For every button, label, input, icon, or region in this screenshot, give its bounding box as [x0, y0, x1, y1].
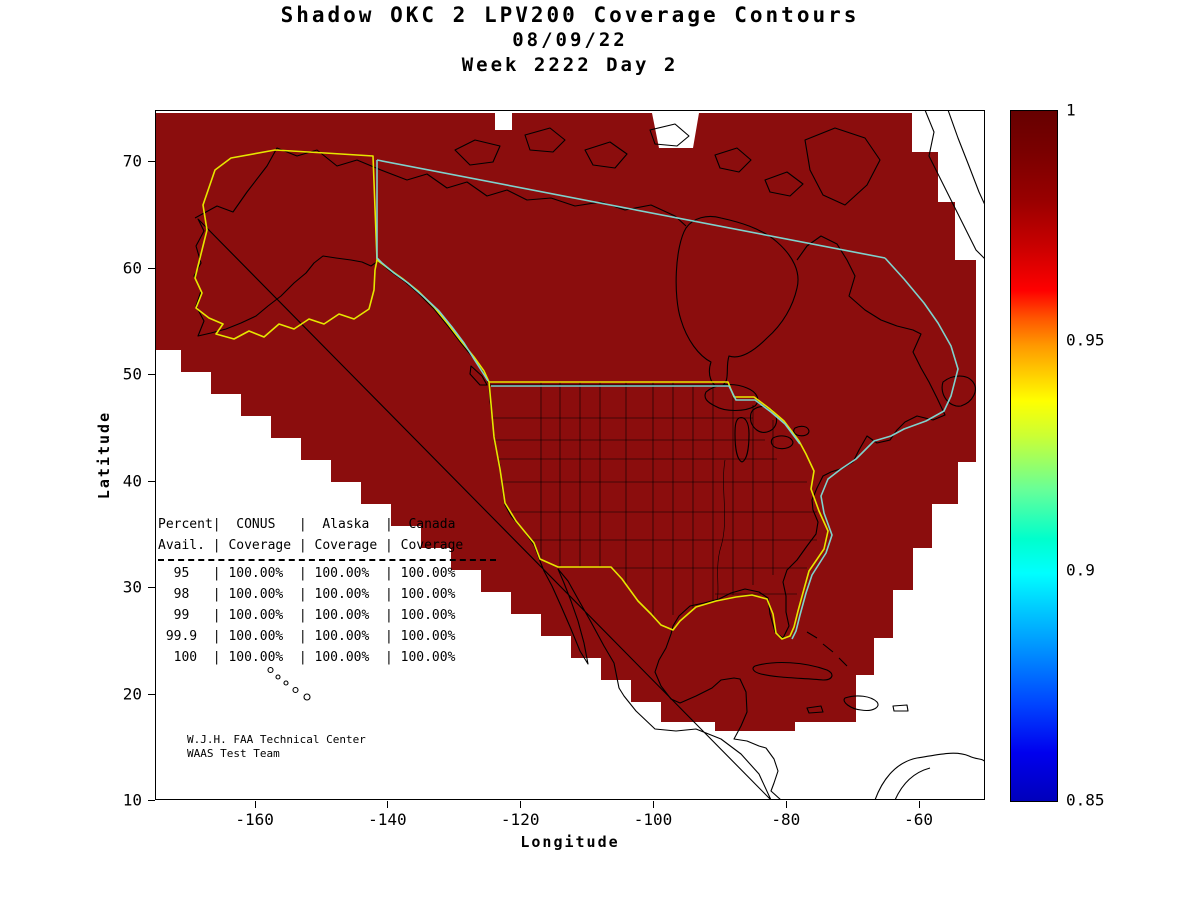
y-tick-label: 70: [122, 151, 142, 171]
hawaii-islands: [267, 666, 311, 701]
y-tick-mark: [148, 693, 155, 695]
y-tick-label: 10: [122, 790, 142, 810]
x-tick-mark: [785, 801, 787, 808]
x-axis-label: Longitude: [520, 833, 620, 851]
y-tick-mark: [148, 161, 155, 163]
x-tick-label: -160: [235, 810, 274, 829]
table-row: 99 | 100.00% | 100.00% | 100.00%: [158, 608, 472, 623]
y-tick-mark: [148, 587, 155, 589]
x-tick-label: -80: [771, 810, 801, 829]
plot-week-day: Week 2222 Day 2: [461, 54, 679, 76]
plot-title: Shadow OKC 2 LPV200 Coverage Contours: [280, 3, 860, 27]
x-tick-mark: [387, 801, 389, 808]
x-tick-mark: [918, 801, 920, 808]
y-tick-label: 50: [122, 364, 142, 384]
plot-date: 08/09/22: [512, 29, 628, 51]
y-tick-mark: [148, 267, 155, 269]
x-tick-mark: [254, 801, 256, 808]
colorbar: [1010, 110, 1058, 802]
state-borders: [489, 382, 817, 625]
colorbar-tick-label: 1: [1066, 100, 1076, 120]
greenland-coast: [924, 110, 985, 260]
table-row: 100 | 100.00% | 100.00% | 100.00%: [158, 650, 472, 665]
y-tick-mark: [148, 800, 155, 801]
table-row: 98 | 100.00% | 100.00% | 100.00%: [158, 587, 472, 602]
footer-line-1: W.J.H. FAA Technical Center: [187, 733, 366, 746]
colorbar-tick-label: 0.85: [1066, 790, 1105, 810]
y-tick-label: 60: [122, 258, 142, 278]
caribbean-islands: [752, 631, 909, 714]
y-tick-label: 30: [122, 577, 142, 597]
colorbar-tick-label: 0.95: [1066, 330, 1105, 350]
contour-cyan: [376, 159, 959, 640]
x-tick-label: -140: [368, 810, 407, 829]
y-tick-mark: [148, 480, 155, 482]
y-tick-mark: [148, 374, 155, 376]
table-row: 99.9 | 100.00% | 100.00% | 100.00%: [158, 629, 472, 644]
x-tick-label: -60: [904, 810, 934, 829]
arctic-islands: [454, 123, 881, 206]
table-row: 95 | 100.00% | 100.00% | 100.00%: [158, 566, 472, 581]
table-header-row-2: Avail. | Coverage | Coverage | Coverage: [158, 538, 472, 553]
great-lakes: [704, 383, 810, 463]
coverage-region: [155, 113, 976, 731]
coastline-hudson-bay: [675, 215, 799, 387]
coverage-statistics-table: Percent| CONUS | Alaska | Canada Avail. …: [158, 514, 496, 668]
footer-annotation: W.J.H. FAA Technical Center WAAS Test Te…: [187, 733, 366, 761]
south-america-coast: [874, 752, 985, 800]
coastline-east: [654, 235, 946, 800]
x-tick-mark: [653, 801, 654, 808]
table-header-row-1: Percent| CONUS | Alaska | Canada: [158, 517, 472, 532]
x-tick-mark: [520, 801, 522, 808]
plot-frame: [155, 110, 985, 800]
plot-title-block: Shadow OKC 2 LPV200 Coverage Contours 08…: [0, 2, 1140, 78]
colorbar-tick-label: 0.9: [1066, 560, 1095, 580]
footer-line-2: WAAS Test Team: [187, 747, 280, 760]
newfoundland: [941, 375, 976, 407]
coastline-arctic: [194, 147, 687, 227]
vancouver-island: [469, 365, 488, 386]
map-canvas: [155, 110, 985, 800]
y-axis-label: Latitude: [95, 410, 113, 500]
y-tick-label: 20: [122, 684, 142, 704]
x-tick-label: -120: [500, 810, 540, 829]
x-tick-label: -100: [633, 810, 673, 829]
table-separator: [158, 559, 496, 561]
